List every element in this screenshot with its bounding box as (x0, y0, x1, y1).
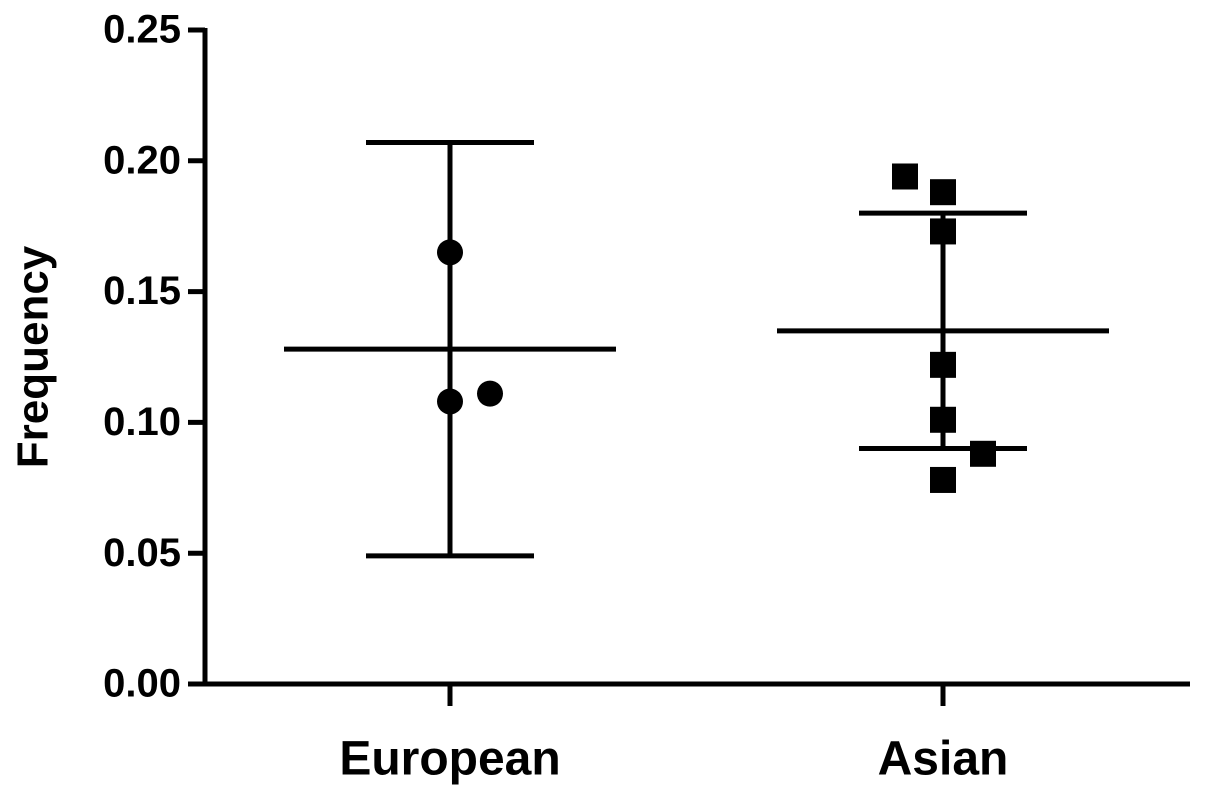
y-tick-label: 0.20 (103, 138, 181, 182)
y-tick-label: 0.15 (103, 269, 181, 313)
point (930, 218, 956, 245)
point (970, 440, 996, 467)
point (930, 179, 956, 206)
point (437, 239, 463, 266)
point (930, 351, 956, 378)
x-tick-label: European (339, 733, 560, 786)
y-tick-label: 0.00 (103, 662, 181, 706)
point (930, 406, 956, 433)
y-tick-label: 0.05 (103, 531, 181, 575)
point (930, 466, 956, 493)
x-tick-label: Asian (878, 733, 1009, 786)
y-tick-label: 0.25 (103, 8, 181, 52)
point (437, 388, 463, 415)
point (477, 380, 503, 407)
y-tick-label: 0.10 (103, 400, 181, 444)
y-axis-label: Frequency (9, 245, 58, 468)
point (892, 163, 918, 190)
